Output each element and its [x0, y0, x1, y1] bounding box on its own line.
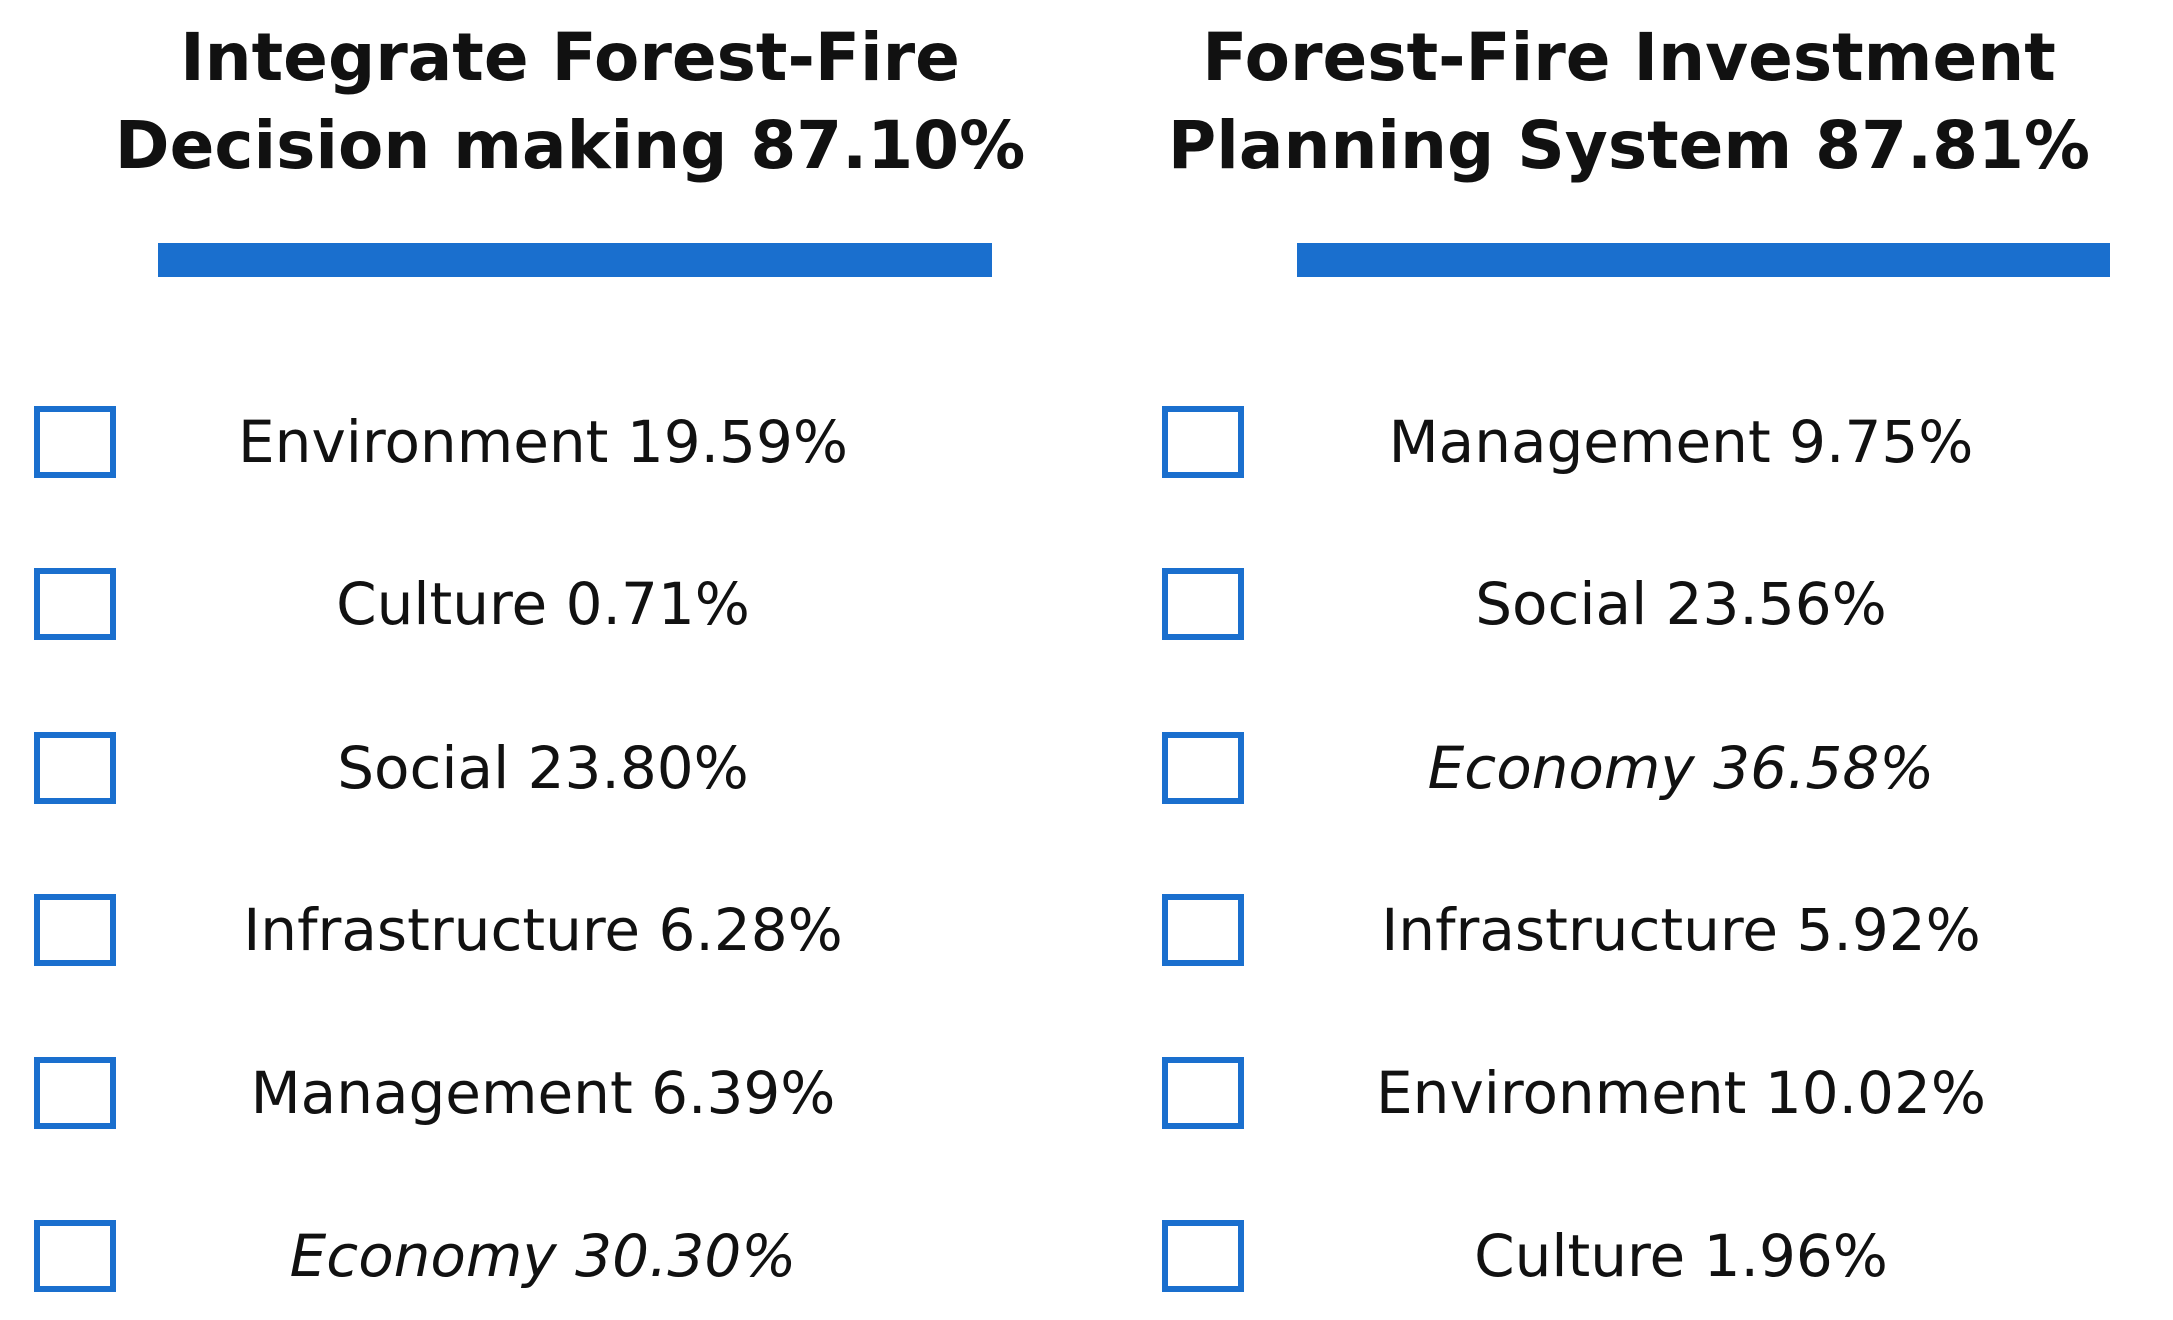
- item-label: Social 23.56%: [1475, 570, 1887, 638]
- list-item: Infrastructure 5.92%: [1162, 894, 2162, 974]
- list-item: Social 23.80%: [34, 732, 1054, 812]
- item-label: Social 23.80%: [337, 734, 749, 802]
- list-item: Economy 36.58%: [1162, 732, 2162, 812]
- checkbox[interactable]: [1162, 1057, 1244, 1129]
- checkbox[interactable]: [34, 1220, 116, 1292]
- item-label: Economy 36.58%: [1427, 734, 1935, 802]
- list-item: Economy 30.30%: [34, 1220, 1054, 1300]
- panel-title-line-2: Planning System 87.81%: [1167, 107, 2091, 184]
- panel-title-line-1: Integrate Forest-Fire: [180, 19, 960, 96]
- checkbox[interactable]: [1162, 894, 1244, 966]
- list-item: Environment 10.02%: [1162, 1057, 2162, 1137]
- item-label: Management 6.39%: [250, 1059, 836, 1127]
- item-label: Infrastructure 5.92%: [1381, 896, 1981, 964]
- item-label: Infrastructure 6.28%: [243, 896, 843, 964]
- checkbox[interactable]: [1162, 406, 1244, 478]
- panel-title-line-1: Forest-Fire Investment: [1202, 19, 2056, 96]
- checkbox[interactable]: [34, 1057, 116, 1129]
- item-label: Environment 10.02%: [1376, 1059, 1986, 1127]
- list-item: Social 23.56%: [1162, 568, 2162, 648]
- title-divider: [1297, 243, 2110, 277]
- list-item: Environment 19.59%: [34, 406, 1054, 486]
- checkbox[interactable]: [34, 894, 116, 966]
- item-label: Culture 0.71%: [336, 570, 750, 638]
- panel-investment-planning-system: Forest-Fire Investment Planning System 8…: [1086, 0, 2172, 1320]
- item-label: Economy 30.30%: [289, 1222, 797, 1290]
- checkbox[interactable]: [1162, 732, 1244, 804]
- checkbox[interactable]: [1162, 1220, 1244, 1292]
- list-item: Infrastructure 6.28%: [34, 894, 1054, 974]
- panel-title-line-2: Decision making 87.10%: [114, 107, 1026, 184]
- panel-integrate-decision-making: Integrate Forest-Fire Decision making 87…: [0, 0, 1086, 1320]
- item-label: Culture 1.96%: [1474, 1222, 1888, 1290]
- checkbox[interactable]: [34, 732, 116, 804]
- list-item: Management 6.39%: [34, 1057, 1054, 1137]
- checkbox[interactable]: [1162, 568, 1244, 640]
- checkbox[interactable]: [34, 406, 116, 478]
- item-label: Management 9.75%: [1388, 408, 1974, 476]
- title-divider: [158, 243, 992, 277]
- panel-title: Forest-Fire Investment Planning System 8…: [1086, 14, 2172, 190]
- item-label: Environment 19.59%: [238, 408, 848, 476]
- list-item: Culture 1.96%: [1162, 1220, 2162, 1300]
- list-item: Management 9.75%: [1162, 406, 2162, 486]
- panel-title: Integrate Forest-Fire Decision making 87…: [0, 14, 1140, 190]
- checkbox[interactable]: [34, 568, 116, 640]
- list-item: Culture 0.71%: [34, 568, 1054, 648]
